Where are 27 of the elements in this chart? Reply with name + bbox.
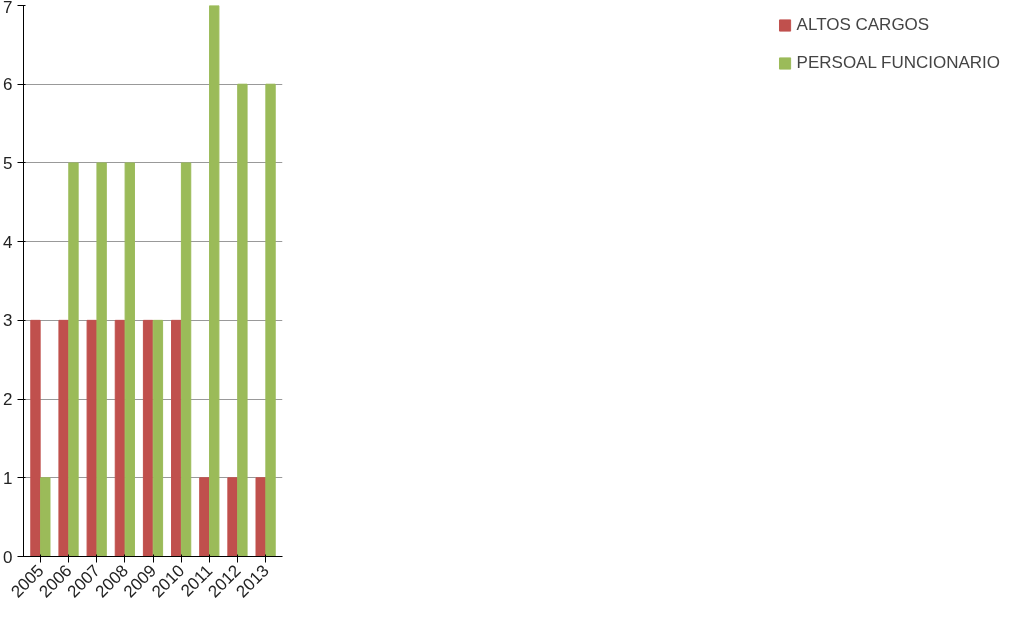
bar (124, 162, 135, 557)
y-tick-label: 3 (3, 311, 13, 331)
bar (209, 5, 220, 557)
bar (30, 319, 41, 557)
y-tick-label: 6 (3, 75, 13, 95)
bar (96, 162, 107, 557)
bar (40, 477, 51, 557)
y-tick-label: 5 (3, 153, 13, 173)
y-tick-label: 7 (3, 0, 13, 17)
y-tick-label: 4 (3, 232, 13, 252)
y-tick-label: 0 (3, 547, 13, 567)
bar (86, 319, 97, 557)
bar (199, 477, 210, 557)
bar (255, 477, 266, 557)
bar (237, 83, 248, 557)
legend-label: PERSOAL FUNCIONARIO (796, 53, 1000, 73)
bar (58, 319, 69, 557)
y-tick-label: 2 (3, 390, 13, 410)
legend-label: ALTOS CARGOS (796, 15, 930, 35)
bar (171, 319, 182, 557)
bar (227, 477, 238, 557)
bar (265, 83, 276, 557)
bar (152, 319, 164, 557)
bar (180, 162, 192, 557)
y-tick-label: 1 (3, 468, 13, 488)
bar (68, 162, 79, 557)
bar (142, 319, 154, 557)
